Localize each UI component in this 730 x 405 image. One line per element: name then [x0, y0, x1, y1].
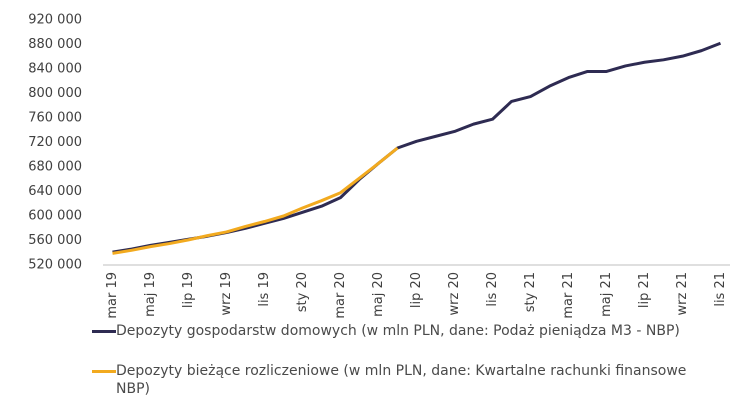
x-tick-label: maj 19: [143, 272, 158, 317]
x-tick-label: lis 20: [485, 272, 500, 307]
y-tick-label: 840 000: [28, 62, 82, 77]
legend-item: Depozyty bieżące rozliczeniowe (w mln PL…: [92, 362, 722, 398]
x-tick-label: lis 19: [257, 272, 272, 307]
x-tick-label: lis 21: [713, 272, 728, 307]
x-tick-label: maj 21: [599, 272, 614, 317]
legend-item: Depozyty gospodarstw domowych (w mln PLN…: [92, 322, 722, 340]
x-tick-label: sty 20: [295, 272, 310, 312]
y-tick-label: 880 000: [28, 37, 82, 52]
legend-swatch: [92, 330, 116, 333]
x-tick-label: lip 19: [181, 272, 196, 308]
x-tick-label: mar 20: [333, 272, 348, 319]
y-tick-label: 760 000: [28, 111, 82, 126]
legend-label: Depozyty bieżące rozliczeniowe (w mln PL…: [116, 363, 687, 397]
y-tick-label: 560 000: [28, 233, 82, 248]
series-line: [112, 146, 399, 255]
y-tick-label: 600 000: [28, 209, 82, 224]
legend-swatch: [92, 370, 116, 373]
x-tick-label: wrz 19: [219, 272, 234, 315]
y-tick-label: 520 000: [28, 258, 82, 273]
x-tick-label: wrz 21: [675, 272, 690, 315]
x-tick-label: mar 19: [105, 272, 120, 319]
y-tick-label: 720 000: [28, 135, 82, 150]
series-line: [112, 41, 722, 254]
legend-label: Depozyty gospodarstw domowych (w mln PLN…: [116, 323, 680, 339]
x-tick-label: maj 20: [371, 272, 386, 317]
x-tick-label: lip 21: [637, 272, 652, 308]
y-tick-label: 640 000: [28, 184, 82, 199]
x-tick-label: wrz 20: [447, 272, 462, 315]
y-tick-label: 680 000: [28, 160, 82, 175]
x-tick-label: lip 20: [409, 272, 424, 308]
y-tick-label: 800 000: [28, 86, 82, 101]
x-tick-label: mar 21: [561, 272, 576, 319]
y-tick-label: 920 000: [28, 13, 82, 28]
chart: 520 000 560 000 600 000 640 000 680 000 720 0…: [28, 13, 730, 319]
x-tick-label: sty 21: [523, 272, 538, 312]
